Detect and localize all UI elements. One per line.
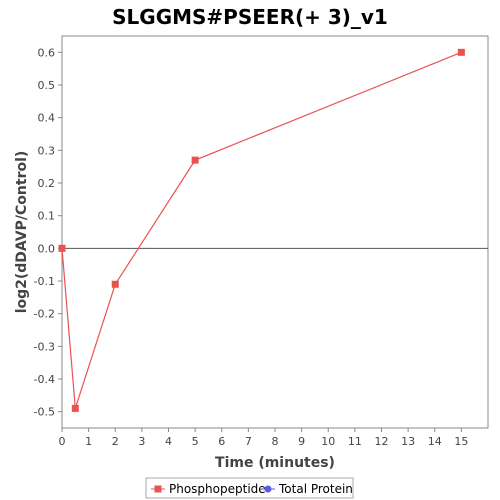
series-group <box>58 48 465 412</box>
y-tick-label: 0.3 <box>38 144 56 157</box>
x-tick-label: 15 <box>454 435 468 448</box>
x-axis: 0 1 2 3 4 5 6 7 8 9 10 11 12 13 14 15 <box>59 428 468 448</box>
data-point <box>191 156 199 164</box>
x-tick-label: 3 <box>138 435 145 448</box>
chart-title: SLGGMS#PSEER(+ 3)_v1 <box>112 5 388 29</box>
x-tick-label: 1 <box>85 435 92 448</box>
y-tick-label: 0.4 <box>38 112 56 125</box>
x-tick-label: 8 <box>272 435 279 448</box>
data-point <box>58 244 66 252</box>
x-tick-label: 0 <box>59 435 66 448</box>
y-tick-label: -0.5 <box>34 406 55 419</box>
x-tick-label: 4 <box>165 435 172 448</box>
legend: Phosphopeptide Total Protein <box>145 477 354 499</box>
x-tick-label: 11 <box>348 435 362 448</box>
x-tick-label: 12 <box>375 435 389 448</box>
data-point <box>457 48 465 56</box>
x-tick-label: 13 <box>401 435 415 448</box>
x-tick-label: 7 <box>245 435 252 448</box>
x-tick-label: 10 <box>321 435 335 448</box>
y-axis-label: log2(dDAVP/Control) <box>14 151 30 314</box>
x-tick-label: 2 <box>112 435 119 448</box>
y-tick-label: 0.0 <box>38 242 56 255</box>
y-tick-label: -0.3 <box>34 340 55 353</box>
y-tick-label: -0.4 <box>34 373 55 386</box>
legend-marker-circle <box>264 485 272 493</box>
y-axis: -0.5 -0.4 -0.3 -0.2 -0.1 0.0 0.1 0.2 0.3 0.4 0.5 0.… <box>34 46 62 419</box>
x-axis-label: Time (minutes) <box>215 455 335 471</box>
legend-label: Phosphopeptide <box>169 482 266 496</box>
legend-label: Total Protein <box>278 482 353 496</box>
data-point <box>71 404 79 412</box>
x-tick-label: 5 <box>192 435 199 448</box>
legend-box <box>145 477 354 499</box>
legend-marker-square <box>154 485 162 493</box>
x-tick-label: 9 <box>298 435 305 448</box>
x-tick-label: 14 <box>428 435 442 448</box>
y-tick-label: 0.6 <box>38 46 56 59</box>
y-tick-label: -0.2 <box>34 308 55 321</box>
x-tick-label: 6 <box>218 435 225 448</box>
y-tick-label: 0.5 <box>38 79 56 92</box>
plot-area <box>61 35 489 429</box>
y-tick-label: 0.1 <box>38 210 56 223</box>
y-tick-label: -0.1 <box>34 275 55 288</box>
y-tick-label: 0.2 <box>38 177 56 190</box>
data-point <box>111 280 119 288</box>
